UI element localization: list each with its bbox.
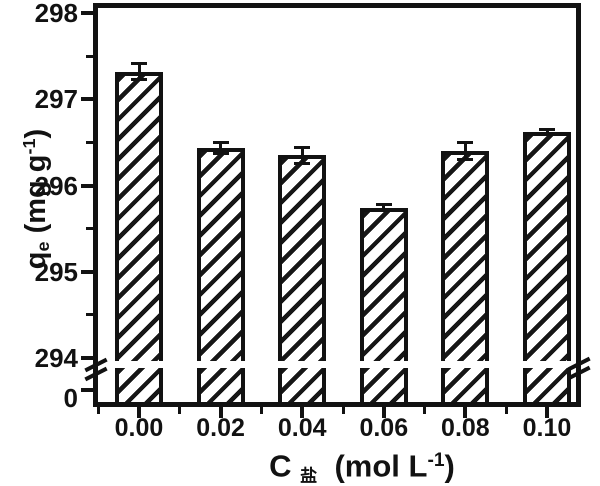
x-axis-minor-tick bbox=[259, 407, 263, 414]
bar-lower-segment bbox=[523, 368, 571, 402]
bar-upper-segment bbox=[115, 71, 163, 361]
y-axis-tick-label: 296 bbox=[34, 170, 78, 201]
x-axis-tick-label: 0.10 bbox=[522, 414, 572, 442]
y-axis-major-tick bbox=[81, 97, 93, 102]
error-bar-cap-top bbox=[457, 141, 474, 145]
bar-upper-segment bbox=[278, 155, 327, 361]
bar-lower-segment bbox=[441, 368, 490, 402]
y-axis-minor-tick bbox=[86, 227, 93, 231]
bar-lower-segment bbox=[115, 368, 163, 402]
y-axis-minor-tick bbox=[86, 54, 93, 58]
y-axis-tick-label: 298 bbox=[34, 0, 78, 28]
y-axis-major-tick bbox=[81, 11, 93, 15]
x-axis-major-tick bbox=[463, 407, 468, 418]
bar-upper-segment bbox=[196, 148, 245, 361]
x-axis-minor-tick bbox=[96, 407, 100, 414]
x-axis-major-tick bbox=[300, 407, 305, 418]
x-axis-major-tick bbox=[137, 407, 141, 418]
x-axis-tick-label: 0.02 bbox=[196, 414, 245, 442]
y-axis-tick-label: 294 bbox=[34, 343, 78, 373]
x-title-units: (mol L bbox=[325, 448, 428, 484]
error-bar-cap-top bbox=[294, 145, 311, 149]
error-bar-line bbox=[545, 128, 549, 136]
bar-upper-segment bbox=[523, 132, 571, 361]
x-axis-major-tick bbox=[218, 407, 223, 418]
error-bar-line bbox=[300, 146, 304, 164]
y-axis-major-tick bbox=[81, 183, 93, 188]
y-axis-major-tick bbox=[81, 356, 93, 360]
error-bar-line bbox=[219, 142, 223, 155]
x-title-subscript: 盐 bbox=[300, 466, 318, 486]
y-axis-minor-tick bbox=[86, 313, 93, 317]
error-bar-cap-bottom bbox=[131, 78, 147, 82]
x-axis-minor-tick bbox=[341, 407, 345, 414]
y-title-close: ) bbox=[19, 128, 52, 139]
error-bar-cap-bottom bbox=[375, 209, 392, 213]
x-axis-tick-label: 0.00 bbox=[114, 414, 164, 442]
y-axis-tick-label: 297 bbox=[34, 84, 78, 115]
bar-lower-segment bbox=[359, 368, 408, 402]
bar-lower-segment bbox=[278, 368, 327, 402]
y-axis-tick-label: 295 bbox=[34, 256, 78, 287]
error-bar-cap-top bbox=[375, 203, 392, 207]
x-axis-tick-label: 0.06 bbox=[359, 414, 409, 442]
error-bar-cap-bottom bbox=[212, 152, 229, 156]
x-axis-minor-tick bbox=[423, 407, 427, 414]
error-bar-line bbox=[137, 63, 141, 81]
y-axis-major-tick bbox=[81, 269, 93, 274]
x-axis-tick-label: 0.08 bbox=[441, 414, 490, 442]
y-axis-tick-label: 0 bbox=[63, 383, 78, 413]
x-axis-major-tick bbox=[545, 407, 549, 418]
error-bar-cap-top bbox=[131, 62, 147, 66]
error-bar-cap-bottom bbox=[539, 133, 555, 137]
x-axis-tick-label: 0.04 bbox=[277, 414, 327, 442]
error-bar-cap-top bbox=[539, 127, 555, 131]
x-axis-major-tick bbox=[381, 407, 386, 418]
error-bar-line bbox=[382, 204, 386, 212]
x-axis-minor-tick bbox=[178, 407, 182, 414]
bar-upper-segment bbox=[441, 151, 490, 361]
bar-upper-segment bbox=[359, 207, 408, 361]
error-bar-cap-bottom bbox=[294, 161, 311, 165]
plot-frame bbox=[93, 3, 581, 407]
bar-lower-segment bbox=[196, 368, 245, 402]
y-title-subscript: e bbox=[32, 241, 53, 252]
x-title-base: C bbox=[269, 448, 292, 484]
error-bar-cap-top bbox=[212, 141, 229, 145]
x-axis-title: C 盐 (mol L-1) bbox=[117, 441, 600, 486]
x-title-superscript: -1 bbox=[427, 450, 445, 471]
error-bar-cap-bottom bbox=[457, 157, 474, 161]
y-axis-major-tick bbox=[81, 388, 93, 392]
error-bar-line bbox=[463, 142, 467, 160]
y-title-superscript: -1 bbox=[19, 138, 39, 155]
y-axis-minor-tick bbox=[86, 140, 93, 144]
x-title-close: ) bbox=[444, 448, 455, 484]
x-axis-minor-tick bbox=[504, 407, 508, 414]
